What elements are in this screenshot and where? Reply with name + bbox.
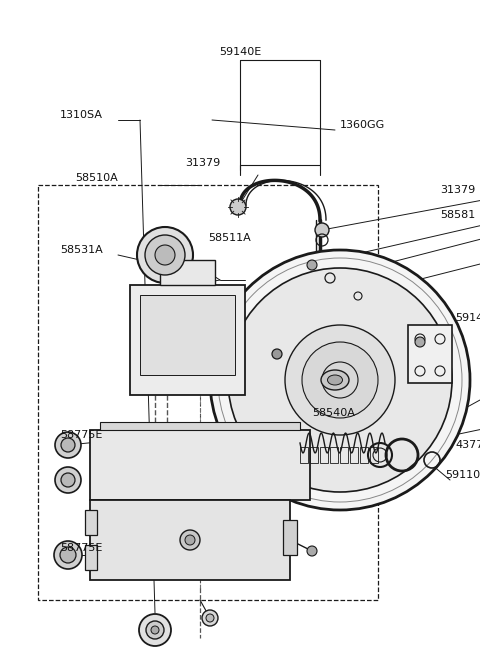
Bar [85,510,97,535]
Circle shape [415,337,425,347]
Text: 58775E: 58775E [60,430,103,440]
Circle shape [146,621,164,639]
Bar [140,295,235,375]
Circle shape [145,235,185,275]
Bar [360,447,368,463]
Text: 59140E: 59140E [219,47,261,57]
Bar [130,285,245,395]
Bar [330,447,338,463]
Bar [408,325,452,383]
Text: 43777B: 43777B [455,440,480,450]
Bar [310,447,318,463]
Circle shape [210,250,470,510]
Circle shape [307,546,317,556]
Bar [90,500,290,580]
Circle shape [228,268,452,492]
Bar [370,447,378,463]
Text: 58511A: 58511A [209,233,252,243]
Circle shape [61,438,75,452]
Text: 31379: 31379 [185,158,220,168]
Circle shape [285,325,395,435]
Circle shape [180,530,200,550]
Circle shape [202,610,218,626]
Text: 1310SA: 1310SA [60,110,103,120]
Text: 58531A: 58531A [60,245,103,255]
Text: 58510A: 58510A [75,173,118,183]
Text: 58775E: 58775E [60,543,103,553]
Circle shape [230,199,246,215]
Circle shape [307,260,317,270]
Text: 59110B: 59110B [445,470,480,480]
Bar [100,422,300,430]
Circle shape [155,245,175,265]
Circle shape [60,547,76,563]
Circle shape [55,432,81,458]
Bar [320,447,328,463]
Bar [350,447,358,463]
Bar [85,545,97,570]
Bar [90,430,310,500]
Bar [283,520,297,555]
Bar [340,447,348,463]
Circle shape [302,342,378,418]
Circle shape [54,541,82,569]
Circle shape [315,223,329,237]
Circle shape [272,349,282,359]
Bar [38,185,378,600]
Ellipse shape [321,370,349,390]
Text: 1360GG: 1360GG [340,120,385,130]
Circle shape [139,614,171,646]
Text: 31379: 31379 [440,185,475,195]
Circle shape [137,227,193,283]
Circle shape [206,614,214,622]
Text: 58540A: 58540A [312,408,355,418]
Bar [160,260,215,285]
Text: 58581: 58581 [440,210,475,220]
Ellipse shape [327,375,343,385]
Circle shape [151,626,159,634]
Circle shape [55,467,81,493]
Text: 59145: 59145 [455,313,480,323]
Circle shape [185,535,195,545]
Circle shape [61,473,75,487]
Bar [300,447,308,463]
